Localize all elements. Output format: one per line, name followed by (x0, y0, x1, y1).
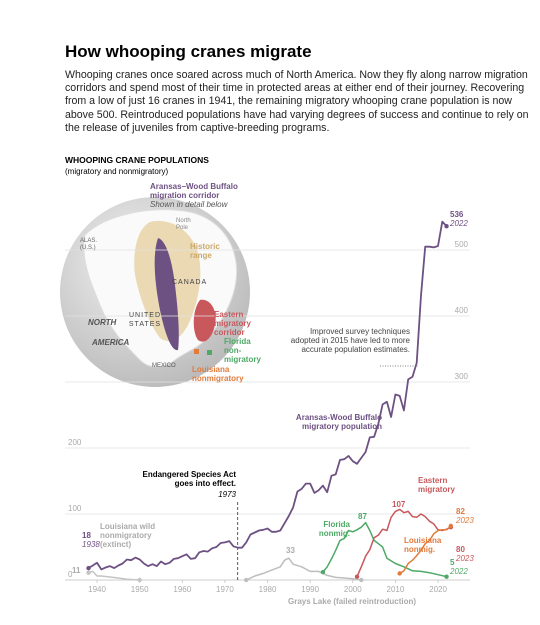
map-label: Eastern migratory corridor (214, 310, 251, 337)
end-dot (86, 570, 91, 575)
data-label: 536 (450, 210, 464, 219)
chart-subheading: (migratory and nonmigratory) (65, 167, 169, 176)
y-tick-label: 200 (68, 438, 82, 447)
map-label: North Pole (176, 218, 191, 231)
end-dot (320, 569, 326, 575)
data-label-year: 2023 (456, 516, 474, 525)
data-label: 5 (450, 558, 455, 567)
x-tick-label: 2020 (429, 585, 447, 594)
y-tick-label: 0 (68, 570, 73, 579)
data-label-year: 2022 (450, 567, 468, 576)
map-label: Louisiana nonmigratory (192, 365, 244, 383)
description: Whooping cranes once soared across much … (65, 69, 529, 134)
map-label: Florida non-migratory (224, 337, 261, 364)
data-label: 82 (456, 507, 465, 516)
title: How whooping cranes migrate (65, 42, 312, 61)
map-label: CANADA (172, 279, 208, 286)
series-label: Aransas-Wood Buffalo migratory populatio… (295, 413, 382, 431)
map-label: NORTH (88, 318, 117, 327)
series-label: Grays Lake (failed reintroduction) (288, 597, 417, 606)
annotation-year: 1973 (218, 490, 236, 499)
y-tick-label: 100 (68, 504, 82, 513)
end-dot (86, 565, 91, 571)
annotation: Endangered Species Act goes into effect. (142, 470, 236, 488)
map-label: UNITED STATES (128, 312, 162, 328)
x-tick-label: 1990 (301, 585, 319, 594)
y-tick-label: 400 (455, 306, 469, 315)
map-label: Historic range (190, 242, 220, 260)
end-dot (137, 577, 142, 583)
series-line (322, 521, 447, 578)
data-label: 80 (456, 545, 465, 554)
x-tick-label: 2010 (387, 585, 405, 594)
x-tick-label: 1950 (131, 585, 149, 594)
end-dot (244, 577, 249, 583)
series-label: Florida nonmig. (318, 520, 350, 538)
map-label: Aransas–Wood Buffalo migration corridor (150, 182, 238, 200)
series-label: Louisiana wild nonmigratory (extinct) (100, 522, 156, 549)
data-label-year: 2022 (450, 219, 468, 228)
x-tick-label: 1980 (259, 585, 277, 594)
series-line (88, 220, 448, 571)
annotation: Improved survey techniques adopted in 20… (290, 327, 410, 354)
chart-heading: WHOOPING CRANE POPULATIONS (65, 155, 209, 165)
series-label: Louisiana nonmig. (404, 536, 442, 554)
end-dot (359, 577, 364, 583)
end-dot (444, 224, 449, 229)
data-label: 87 (358, 512, 367, 521)
series-line (356, 508, 452, 577)
end-dot (397, 571, 402, 576)
end-dot (354, 574, 360, 579)
globe (60, 197, 250, 387)
x-tick-label: 1970 (216, 585, 234, 594)
x-tick-label: 1960 (173, 585, 191, 594)
y-tick-label: 500 (455, 240, 469, 249)
end-dot (444, 574, 449, 579)
series-line (88, 570, 140, 581)
map-label: ALAS. (U.S.) (80, 238, 98, 251)
x-tick-label: 2000 (344, 585, 362, 594)
series-line (245, 557, 362, 581)
data-label: 11 (72, 566, 81, 575)
data-label-year: 1938 (82, 540, 100, 549)
data-label-year: 2023 (456, 554, 474, 563)
data-label: 33 (286, 546, 295, 555)
map-label: MEXICO (152, 363, 176, 369)
data-label: 107 (392, 500, 406, 509)
data-label: 18 (82, 531, 91, 540)
end-dot (448, 523, 454, 529)
y-tick-label: 300 (455, 372, 469, 381)
map-label: Shown in detail below (150, 200, 228, 209)
x-tick-label: 1940 (88, 585, 106, 594)
series-line (399, 525, 452, 575)
series-label: Eastern migratory (418, 476, 455, 494)
map-label: AMERICA (92, 338, 130, 347)
